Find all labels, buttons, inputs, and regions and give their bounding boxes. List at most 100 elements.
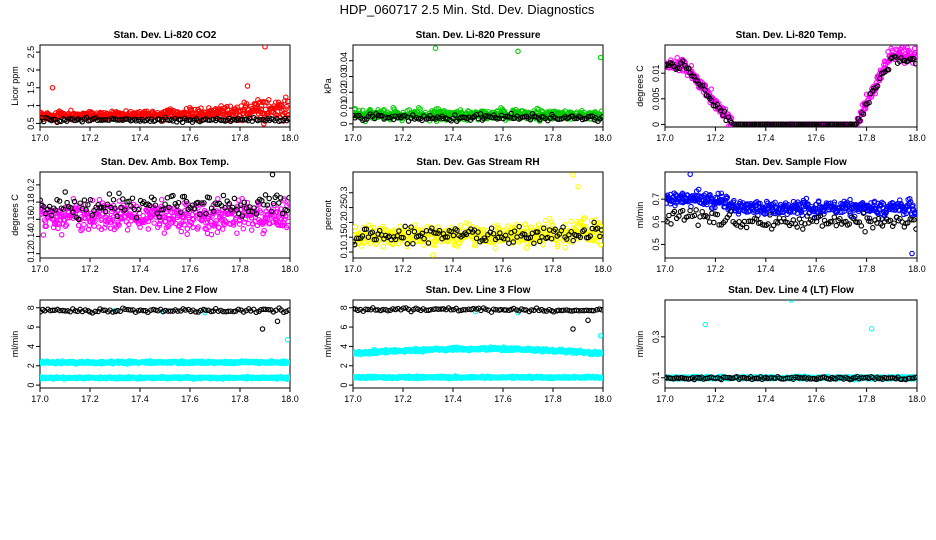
x-tick-label: 17.0 bbox=[656, 133, 674, 143]
data-point bbox=[396, 228, 402, 234]
data-point bbox=[715, 190, 721, 197]
data-point bbox=[79, 226, 86, 232]
data-point bbox=[175, 308, 181, 314]
data-point bbox=[120, 196, 126, 202]
data-point bbox=[411, 228, 418, 235]
data-point bbox=[175, 199, 182, 206]
x-tick-label: 17.0 bbox=[344, 133, 362, 143]
data-point bbox=[707, 191, 713, 198]
data-point bbox=[140, 307, 147, 314]
data-point bbox=[145, 226, 152, 232]
data-point bbox=[891, 220, 897, 226]
data-point bbox=[125, 221, 132, 228]
data-point bbox=[870, 88, 876, 94]
figure-title: HDP_060717 2.5 Min. Std. Dev. Diagnostic… bbox=[340, 2, 595, 17]
data-point bbox=[167, 308, 174, 314]
data-point bbox=[405, 118, 412, 124]
data-point bbox=[204, 219, 211, 225]
y-tick-label: 0.005 bbox=[651, 88, 661, 111]
data-point bbox=[716, 222, 722, 228]
data-point bbox=[85, 202, 91, 208]
y-tick-label: 1.5 bbox=[26, 82, 36, 95]
data-point bbox=[745, 121, 751, 127]
data-point bbox=[739, 121, 746, 127]
data-point bbox=[283, 106, 289, 112]
data-point bbox=[208, 231, 215, 238]
y-tick-label: 0.5 bbox=[26, 117, 36, 130]
y-axis-label: kPa bbox=[323, 78, 333, 94]
points-layer bbox=[353, 172, 603, 258]
data-point bbox=[804, 121, 810, 127]
panel-title: Stan. Dev. Amb. Box Temp. bbox=[101, 157, 229, 168]
data-point bbox=[152, 202, 159, 208]
data-point bbox=[190, 216, 197, 223]
data-point bbox=[415, 233, 422, 239]
y-tick-label: 2 bbox=[339, 363, 349, 368]
data-point bbox=[70, 209, 76, 216]
series-black bbox=[40, 172, 290, 223]
data-point bbox=[410, 240, 416, 247]
data-point bbox=[510, 239, 517, 245]
y-axis-label: degrees C bbox=[10, 194, 20, 236]
data-point bbox=[286, 195, 290, 201]
data-point bbox=[879, 199, 885, 206]
data-point bbox=[570, 172, 576, 178]
data-point bbox=[780, 215, 787, 222]
data-point bbox=[490, 231, 497, 237]
data-point bbox=[833, 222, 840, 229]
data-point bbox=[717, 107, 724, 114]
x-tick-label: 17.0 bbox=[31, 133, 49, 143]
data-point bbox=[598, 227, 603, 233]
data-point bbox=[243, 100, 250, 107]
data-point bbox=[156, 214, 163, 220]
x-tick-label: 17.8 bbox=[231, 394, 249, 404]
data-point bbox=[248, 227, 255, 233]
data-point bbox=[148, 307, 154, 313]
data-point bbox=[783, 121, 789, 127]
data-point bbox=[363, 226, 370, 232]
data-point bbox=[766, 121, 773, 127]
panel-title: Stan. Dev. Line 3 Flow bbox=[426, 285, 531, 296]
data-point bbox=[97, 117, 103, 123]
data-point bbox=[575, 184, 581, 190]
y-tick-label: 0.25 bbox=[339, 199, 349, 217]
data-point bbox=[458, 222, 464, 229]
series-cyan-upper bbox=[353, 308, 603, 358]
data-point bbox=[183, 117, 190, 123]
data-point bbox=[810, 121, 816, 127]
data-point bbox=[687, 172, 693, 178]
data-point bbox=[127, 307, 134, 313]
data-point bbox=[909, 250, 915, 257]
data-point bbox=[665, 63, 668, 69]
data-point bbox=[854, 219, 860, 226]
data-point bbox=[531, 240, 537, 247]
data-point bbox=[85, 226, 92, 233]
data-point bbox=[819, 223, 826, 229]
data-point bbox=[497, 230, 503, 236]
data-point bbox=[548, 235, 555, 242]
data-point bbox=[284, 336, 290, 343]
x-tick-label: 17.4 bbox=[444, 394, 462, 404]
data-point bbox=[581, 215, 588, 221]
data-point bbox=[156, 220, 163, 227]
data-point bbox=[421, 242, 427, 248]
panel-title: Stan. Dev. Line 2 Flow bbox=[113, 285, 218, 296]
series-yellow bbox=[353, 172, 603, 258]
data-point bbox=[265, 205, 272, 212]
data-point bbox=[800, 226, 806, 232]
data-point bbox=[126, 198, 132, 205]
data-point bbox=[527, 116, 534, 123]
data-point bbox=[56, 198, 63, 204]
panel-4: Stan. Dev. Amb. Box Temp.0.120.140.160.1… bbox=[10, 157, 299, 274]
data-point bbox=[224, 103, 230, 110]
data-point bbox=[149, 211, 155, 217]
series-blue bbox=[665, 172, 917, 257]
points-layer bbox=[665, 45, 917, 127]
data-point bbox=[492, 245, 499, 251]
data-point bbox=[162, 201, 168, 207]
data-point bbox=[577, 234, 584, 241]
data-point bbox=[395, 240, 402, 247]
data-point bbox=[256, 201, 262, 208]
series-cyan-lower bbox=[40, 373, 290, 383]
